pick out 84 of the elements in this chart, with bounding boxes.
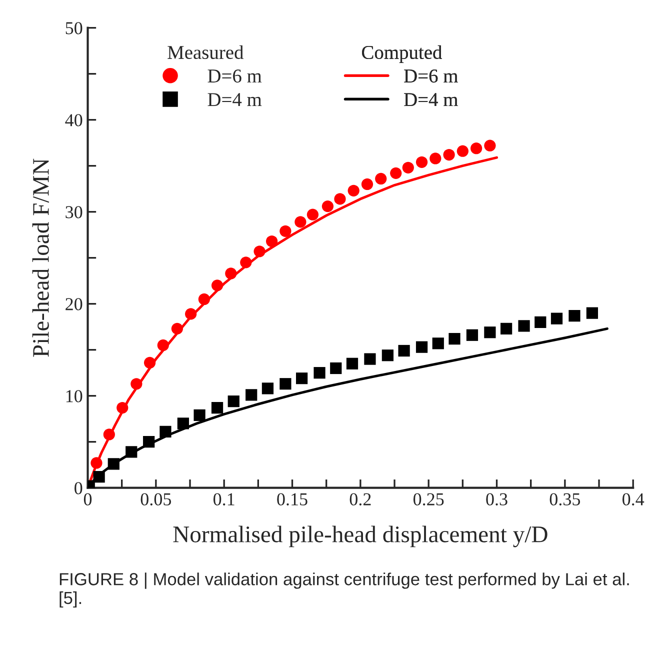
point: [93, 470, 105, 483]
point: [211, 280, 224, 292]
x-tick-label: 0.3: [486, 493, 508, 506]
point: [534, 316, 546, 328]
x-axis-title: Normalised pile-head displacement y/D: [173, 526, 548, 548]
point: [194, 409, 206, 421]
point: [211, 402, 224, 414]
point: [334, 193, 346, 205]
x-tick-label: 0.1: [213, 493, 234, 506]
point: [143, 436, 155, 448]
x-tick-label: 0.05: [140, 493, 172, 506]
point: [130, 378, 142, 390]
point: [157, 339, 169, 352]
point: [296, 372, 308, 384]
point: [280, 225, 292, 237]
point: [466, 329, 478, 341]
point: [108, 458, 120, 470]
point: [90, 457, 102, 469]
x-tick-label: 0.4: [622, 493, 644, 506]
point: [262, 382, 274, 394]
x-tick-label: 0.15: [277, 493, 308, 506]
point: [402, 162, 414, 174]
text: Computed: [362, 45, 442, 63]
point: [430, 152, 442, 164]
point: [550, 312, 563, 324]
point: [330, 362, 342, 374]
point: [500, 322, 512, 334]
point: [144, 356, 156, 369]
point: [390, 167, 402, 179]
point: [518, 320, 530, 332]
point: [240, 256, 252, 268]
y-axis-title: Pile-head load F/MN: [32, 158, 49, 357]
legend-label: D=6 m: [208, 70, 262, 83]
x-tick-label: 0.35: [550, 493, 580, 506]
y-tick-label: 10: [66, 390, 82, 402]
y-tick-label: 50: [66, 22, 82, 34]
legend-label: D=4 m: [208, 93, 262, 106]
point: [456, 145, 468, 157]
point: [254, 246, 266, 258]
legend-label: D=4 m: [404, 93, 458, 106]
x-tick-label: 0.2: [350, 493, 371, 506]
point: [398, 344, 410, 357]
point: [361, 178, 374, 190]
point: [198, 293, 210, 306]
y-tick-label: 0: [74, 482, 82, 494]
point: [484, 140, 496, 152]
point: [416, 156, 428, 168]
point: [225, 268, 237, 280]
y-tick-label: 40: [65, 114, 82, 126]
caption: FIGURE 8 | Model validation against centrifuge test performed by Lai et al. [5].: [60, 572, 629, 608]
point: [266, 235, 278, 248]
point: [416, 341, 428, 353]
point: [126, 446, 138, 458]
point: [432, 338, 444, 350]
point: [322, 200, 334, 212]
point: [160, 426, 172, 438]
x-tick-label: 0: [84, 493, 92, 506]
point: [568, 310, 580, 322]
point: [103, 428, 115, 440]
point: [171, 322, 183, 334]
point: [470, 142, 482, 154]
point: [382, 350, 394, 362]
y-tick-label: 20: [66, 298, 82, 310]
legend-label: D=6 m: [404, 70, 458, 83]
point: [348, 184, 360, 196]
text: Measured: [168, 45, 244, 60]
point: [280, 378, 292, 390]
point: [306, 208, 319, 220]
point: [443, 148, 455, 161]
point: [346, 358, 358, 370]
point: [294, 216, 306, 228]
point: [448, 332, 460, 345]
point: [484, 326, 496, 338]
y-tick-label: 30: [66, 206, 82, 218]
point: [375, 172, 387, 185]
point: [586, 307, 598, 319]
point: [314, 367, 326, 379]
point: [185, 308, 197, 320]
point: [364, 353, 376, 365]
point: [116, 402, 128, 414]
point: [228, 396, 240, 408]
point: [246, 389, 258, 401]
point: [177, 418, 189, 430]
x-tick-label: 0.25: [413, 493, 444, 506]
